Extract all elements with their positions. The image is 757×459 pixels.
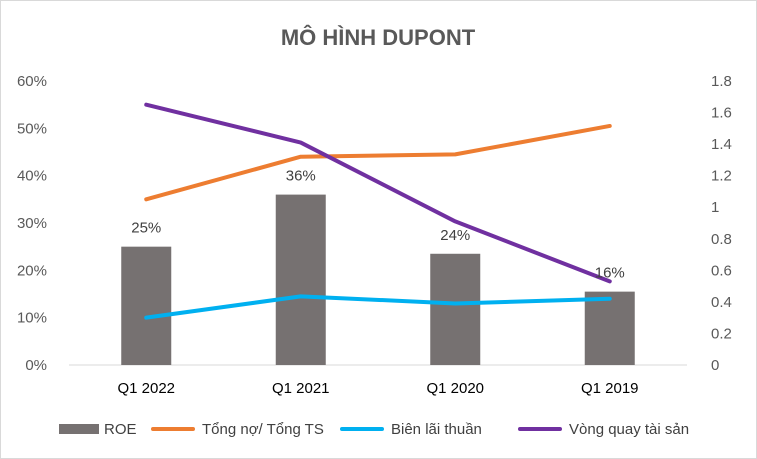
- y-left-tick-label: 30%: [17, 215, 47, 232]
- roe-data-label: 25%: [131, 220, 161, 237]
- y-left-tick-label: 0%: [25, 357, 47, 374]
- y-right-tick-label: 1.8: [711, 73, 732, 90]
- x-category-label: Q1 2020: [426, 380, 484, 397]
- roe-data-label: 16%: [595, 265, 625, 282]
- roe-bar: [430, 253, 481, 365]
- bars: [121, 194, 635, 365]
- legend-label: Biên lãi thuần: [391, 421, 482, 438]
- legend-marker-bar: [59, 424, 99, 434]
- y-right-tick-label: 0.2: [711, 325, 732, 342]
- roe-bar: [121, 246, 172, 365]
- roe-bar: [584, 291, 635, 365]
- y-left-tick-label: 50%: [17, 120, 47, 137]
- y-right-tick-label: 0: [711, 357, 719, 374]
- y-left-tick-label: 40%: [17, 168, 47, 185]
- series-line-t-ng-n-t-ng-ts: [144, 123, 612, 202]
- legend: ROE Tổng nợ/ Tổng TS Biên lãi thuần Vòng qu…: [59, 421, 689, 438]
- legend-label: Tổng nợ/ Tổng TS: [202, 421, 324, 438]
- y-left-tick-label: 10%: [17, 310, 47, 327]
- series-line-v-ng-quay-t-i-s-n: [144, 102, 612, 284]
- roe-data-label: 36%: [286, 168, 316, 185]
- axes: 0% 10% 20% 30% 40% 50% 60% 0 0.2 0.4 0.6 0.8 1 1.2 1.4…: [17, 73, 732, 397]
- series-line-bi-n-l-i-thu-n: [144, 294, 612, 320]
- y-right-tick-label: 0.6: [711, 262, 732, 279]
- data-labels: 25% 36% 24% 16%: [131, 168, 625, 282]
- y-right-tick-label: 0.4: [711, 294, 732, 311]
- x-category-label: Q1 2022: [117, 380, 175, 397]
- chart-title: MÔ HÌNH DUPONT: [281, 25, 476, 50]
- roe-data-label: 24%: [440, 227, 470, 244]
- y-right-tick-label: 1: [711, 199, 719, 216]
- y-right-tick-label: 1.6: [711, 105, 732, 122]
- y-left-tick-label: 60%: [17, 73, 47, 90]
- y-right-tick-label: 0.8: [711, 231, 732, 248]
- x-category-label: Q1 2021: [272, 380, 330, 397]
- legend-label: ROE: [104, 421, 137, 438]
- legend-label: Vòng quay tài sản: [569, 421, 689, 438]
- y-right-tick-label: 1.4: [711, 136, 732, 153]
- roe-bar: [275, 194, 326, 365]
- x-category-label: Q1 2019: [581, 380, 639, 397]
- lines: [144, 102, 612, 320]
- y-left-tick-label: 20%: [17, 262, 47, 279]
- y-right-tick-label: 1.2: [711, 168, 732, 185]
